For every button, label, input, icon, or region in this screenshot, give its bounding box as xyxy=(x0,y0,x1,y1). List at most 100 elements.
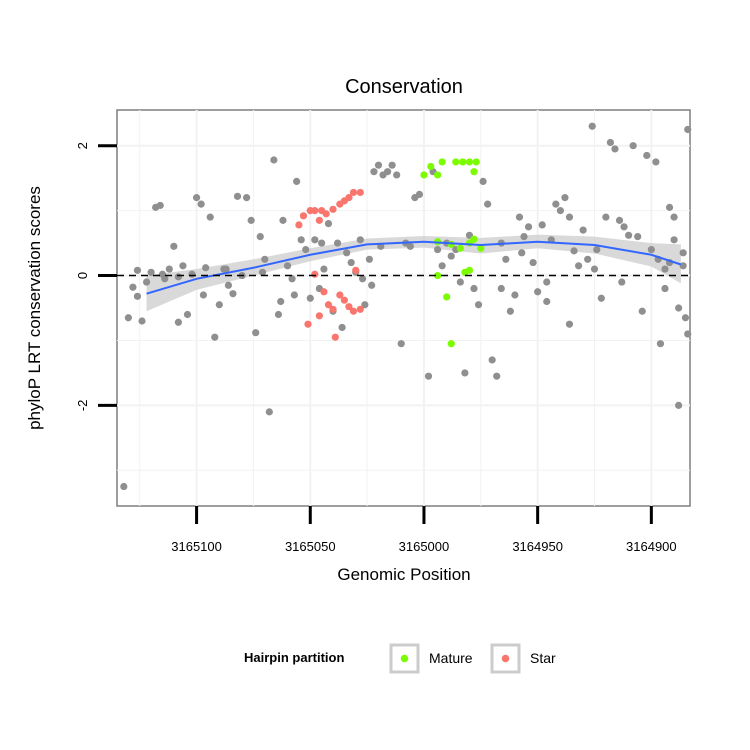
data-point xyxy=(518,249,526,257)
data-point-star xyxy=(331,333,339,341)
data-point xyxy=(565,213,574,221)
legend-label-mature: Mature xyxy=(429,650,473,666)
data-point xyxy=(224,281,233,289)
data-point xyxy=(565,320,574,328)
data-point xyxy=(684,125,692,134)
x-tick-label: 3164950 xyxy=(512,539,563,554)
data-point xyxy=(484,200,492,208)
data-point-mature xyxy=(452,158,460,166)
data-point xyxy=(520,232,528,241)
data-point xyxy=(434,245,442,254)
data-point xyxy=(524,223,533,231)
data-point-star xyxy=(356,188,364,197)
data-point xyxy=(211,333,219,341)
data-point xyxy=(474,301,483,309)
x-axis-title: Genomic Position xyxy=(337,565,470,584)
legend: Hairpin partition Mature Star xyxy=(244,643,556,674)
data-point xyxy=(615,216,624,224)
data-point xyxy=(424,372,433,380)
data-point xyxy=(229,290,237,298)
data-point xyxy=(361,301,369,309)
data-point xyxy=(561,194,569,202)
data-point xyxy=(629,142,637,150)
data-point xyxy=(684,330,692,338)
y-tick-label: 2 xyxy=(75,142,90,149)
data-point-star xyxy=(315,216,323,224)
data-point-mature xyxy=(456,244,464,252)
data-point-mature xyxy=(465,266,474,274)
data-point xyxy=(679,249,687,257)
legend-item-star: Star xyxy=(490,643,556,674)
data-point xyxy=(156,201,164,210)
data-point xyxy=(497,284,505,293)
data-point-star xyxy=(304,320,312,328)
data-point xyxy=(318,239,326,247)
data-point xyxy=(293,177,301,186)
data-point xyxy=(506,307,514,315)
data-point-mature xyxy=(477,244,485,252)
data-point-mature xyxy=(470,168,478,176)
data-point xyxy=(370,168,378,176)
data-point xyxy=(247,216,255,224)
data-point xyxy=(675,401,683,409)
data-point xyxy=(274,310,283,319)
data-point-star xyxy=(311,207,319,215)
legend-item-mature: Mature xyxy=(389,643,473,674)
data-point xyxy=(661,284,669,293)
data-point xyxy=(270,156,278,164)
data-point xyxy=(602,213,610,221)
data-point xyxy=(556,207,564,215)
data-point xyxy=(133,266,142,274)
data-point xyxy=(129,283,137,291)
data-point xyxy=(574,262,583,270)
data-point-mature xyxy=(443,293,451,301)
data-point xyxy=(415,190,424,198)
data-point xyxy=(147,268,155,276)
legend-key-mature xyxy=(389,643,420,674)
data-point xyxy=(297,236,305,244)
data-point xyxy=(233,192,242,200)
data-point xyxy=(656,340,665,348)
data-point xyxy=(570,247,578,255)
data-point xyxy=(333,239,342,247)
chart-title: Conservation xyxy=(345,76,463,98)
data-point xyxy=(258,268,267,276)
data-point xyxy=(397,340,405,348)
x-axis: 3165100 3165050 3165000 3164950 3164900 xyxy=(171,506,677,554)
data-point xyxy=(311,236,319,244)
confidence-band xyxy=(146,234,681,312)
data-point xyxy=(365,255,373,263)
data-point xyxy=(202,264,210,272)
plot-panel xyxy=(116,109,692,507)
data-point-star xyxy=(340,296,348,304)
data-point xyxy=(461,369,469,377)
data-point xyxy=(593,245,601,254)
data-point xyxy=(529,258,537,267)
data-point xyxy=(479,177,487,186)
data-point xyxy=(158,270,167,278)
data-point xyxy=(192,194,201,202)
data-point-star xyxy=(329,305,337,313)
plot-border xyxy=(116,109,691,507)
data-point xyxy=(179,262,187,270)
legend-dot-star xyxy=(501,654,510,663)
data-point-mature xyxy=(438,158,446,166)
data-point xyxy=(638,307,646,315)
x-tick-label: 3165000 xyxy=(399,539,450,554)
data-point xyxy=(124,314,132,322)
y-tick-label: 0 xyxy=(75,272,90,279)
data-point xyxy=(165,265,173,273)
data-point xyxy=(343,249,351,257)
data-point-mature xyxy=(420,171,428,179)
data-point xyxy=(324,220,333,228)
data-point-mature xyxy=(434,171,442,179)
data-point xyxy=(438,262,446,270)
data-point xyxy=(138,317,146,325)
smooth-line xyxy=(146,240,682,295)
data-point-star xyxy=(356,305,364,313)
legend-label-star: Star xyxy=(530,650,556,666)
data-point xyxy=(256,232,264,241)
data-point-star xyxy=(322,210,330,218)
data-point xyxy=(681,314,690,322)
